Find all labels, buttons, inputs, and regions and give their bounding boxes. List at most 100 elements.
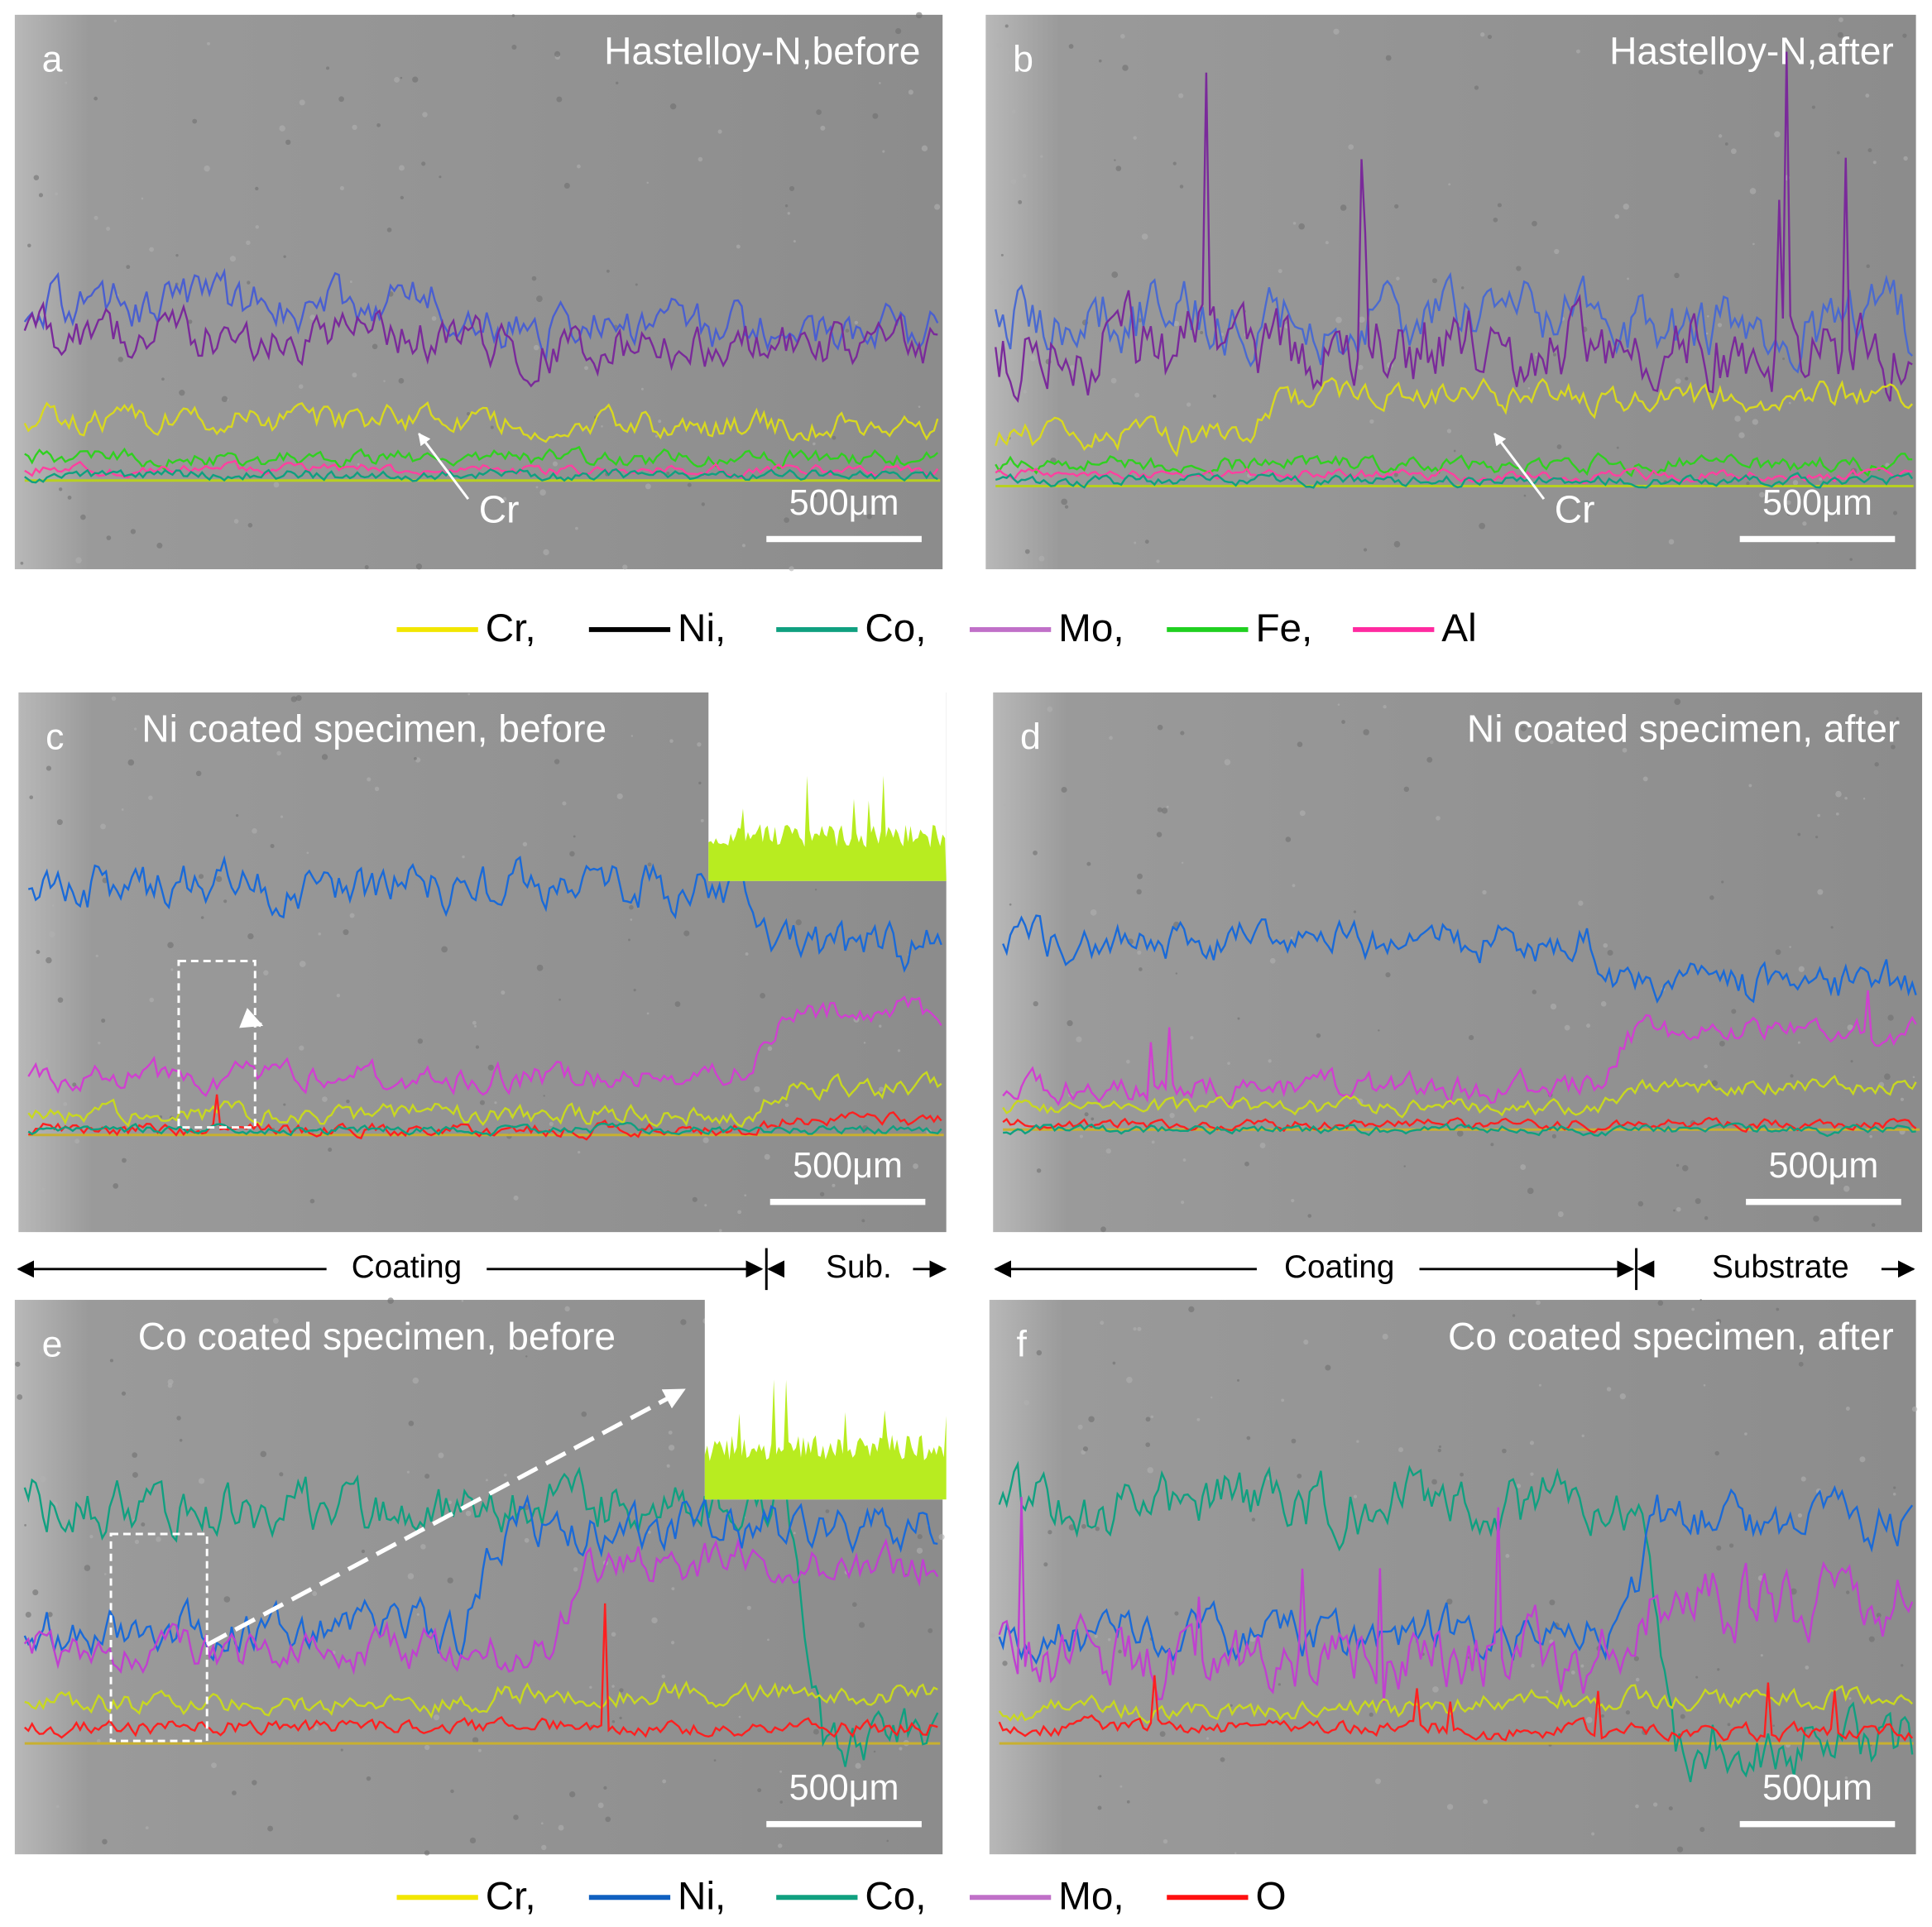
speck [1438,1445,1441,1449]
speck [872,113,879,119]
speck [854,320,859,325]
panel-letter: f [1017,1324,1028,1364]
speck [161,377,165,381]
speck [1023,390,1027,394]
speck [915,12,923,19]
speck [1024,1400,1029,1406]
speck [536,295,543,302]
panel-title: Hastelloy-N,before [604,30,920,73]
speck [1115,165,1122,171]
speck [1022,174,1027,178]
speck [1903,156,1908,161]
speck [1668,1806,1673,1811]
speck [1446,1804,1454,1810]
speck [1892,511,1898,515]
speck [1000,253,1004,256]
speck [1099,1775,1102,1778]
annotation: Cr [479,488,520,531]
speck [597,1802,604,1809]
line-scan [995,467,1913,484]
speck [524,1537,530,1543]
speck [554,50,561,58]
speck [1625,1710,1630,1715]
speck [1760,1654,1763,1657]
speck [1047,1530,1052,1535]
speck [1157,807,1163,813]
speck [1004,24,1009,28]
speck [1774,131,1781,137]
speck [33,175,40,181]
speck [1126,1800,1130,1804]
speck [1788,401,1791,405]
speck [111,696,117,702]
speck [1325,1364,1331,1371]
speck [1502,1448,1507,1454]
speck [1724,142,1728,146]
speck [1097,1805,1102,1810]
speck [1798,966,1805,972]
speck [1163,1838,1168,1844]
speck [669,739,674,743]
speck [616,793,623,800]
zoom-arrow [239,1008,264,1028]
speck [1902,33,1907,38]
speck [1532,220,1537,227]
speck [126,265,131,270]
speck [1210,1396,1213,1399]
speck [1884,1073,1891,1081]
speck [1675,378,1681,384]
speck [255,186,259,191]
speck [744,1194,747,1197]
speck [465,1510,472,1517]
speck [1431,278,1437,284]
line-scan [995,271,1913,374]
line-scan [998,1675,1914,1743]
speck [215,875,223,883]
speck [1752,419,1758,425]
legend-label: Co, [865,606,926,650]
speck [93,96,98,101]
speck [1461,286,1465,290]
legend-label: Co, [865,1874,926,1918]
speck [336,994,341,998]
speck [72,1082,77,1087]
scale-bar [1739,1820,1896,1828]
speck [25,1612,31,1618]
speck [95,954,98,958]
zoom-arrow [205,1388,686,1647]
speck [1285,836,1292,842]
speck [648,1531,651,1534]
speck [563,182,570,189]
speck [1699,1298,1702,1301]
speck [760,992,765,999]
speck [1316,1033,1321,1038]
speck [328,1148,333,1153]
speck [349,913,355,918]
speck [121,808,124,811]
speck [556,96,563,103]
speck [1100,1321,1105,1325]
speck [878,82,881,84]
speck [1137,873,1143,880]
speck [1564,1024,1570,1031]
line-scan [24,1603,938,1739]
speck [299,99,305,106]
speck [1600,1714,1604,1718]
speck [318,932,321,936]
speck [1849,558,1853,561]
speck [1546,1690,1549,1694]
speck [1551,1134,1556,1138]
speck [1134,541,1137,544]
speck [1432,1686,1439,1693]
speck [1704,1215,1709,1220]
panel-letter: a [42,39,63,79]
sem-image [993,692,1923,1233]
speck [1896,717,1899,720]
speck [708,65,712,69]
speck [408,1421,415,1426]
speck [1292,222,1297,225]
speck [279,125,285,132]
speck [267,1825,274,1832]
speck [36,785,41,790]
speck [1805,1666,1810,1670]
